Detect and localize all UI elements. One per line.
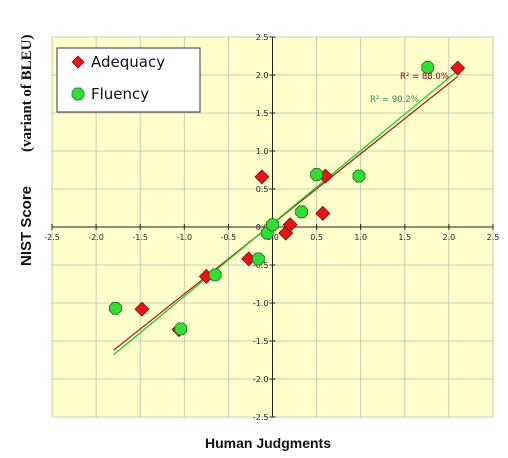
fluency-point [352, 169, 366, 183]
x-tick-label: -2.0 [88, 233, 104, 242]
x-tick-label: 2.0 [443, 233, 456, 242]
tick-labels: -2.5 -2.0 -1.5 -1.0 -0.5 0.0 0.5 1.0 1.5 2.0 2.5 -2… [44, 33, 499, 422]
x-tick-label: 2.5 [487, 233, 500, 242]
adequacy-point [450, 60, 466, 76]
x-tick-label: -0.5 [221, 233, 237, 242]
fluency-point [266, 218, 279, 232]
legend-adequacy-label: Adequacy [91, 53, 165, 71]
x-tick-label: 1.0 [354, 233, 367, 242]
y-axis-title: NIST Score [18, 186, 35, 266]
x-tick-label: 0.5 [310, 233, 323, 242]
adequacy-point [282, 217, 298, 233]
legend-fluency-marker-icon [71, 87, 85, 101]
data-points [109, 60, 466, 338]
y-tick-label: -1.5 [253, 337, 269, 346]
y-tick-label: 2.5 [256, 33, 269, 42]
legend-fluency-label: Fluency [91, 85, 149, 103]
adequacy-r2-label: R² = 88.0% [400, 72, 449, 82]
fluency-point [295, 205, 309, 219]
fluency-trendline [113, 69, 459, 356]
y-tick-label: 1.0 [256, 147, 269, 156]
fluency-r2-label: R² = 90.2% [370, 95, 419, 105]
adequacy-point [134, 301, 150, 317]
y-tick-label: 0.5 [256, 185, 269, 194]
x-tick-label: -2.5 [44, 233, 60, 242]
fluency-point [251, 252, 265, 266]
legend-box [56, 47, 201, 113]
x-axis-title: Human Judgments [205, 435, 331, 451]
fluency-point [174, 322, 188, 336]
y-tick-label: -2.0 [253, 375, 269, 384]
fluency-point [208, 268, 222, 282]
x-tick-label: -1.0 [176, 233, 192, 242]
y-tick-label: 2.0 [256, 71, 269, 80]
r2-labels: R² = 88.0% R² = 90.2% [370, 72, 449, 105]
y-tick-label: -1.0 [253, 299, 269, 308]
y-tick-label: -2.5 [253, 413, 269, 422]
y-axis-subtitle: (variant of BLEU) [19, 35, 35, 153]
fluency-point [421, 61, 435, 74]
trendlines [113, 69, 459, 356]
x-tick-label: -1.5 [132, 233, 148, 242]
y-tick-label: -0.5 [253, 261, 269, 270]
y-tick-label: 0.0 [256, 223, 269, 232]
fluency-point [109, 301, 122, 315]
fluency-point [310, 168, 324, 181]
legend-adequacy-marker-icon [71, 55, 85, 69]
y-tick-label: 1.5 [256, 109, 269, 118]
adequacy-point [315, 205, 331, 221]
adequacy-point [254, 169, 270, 185]
x-tick-label: 0.0 [266, 233, 279, 242]
x-tick-label: 1.5 [398, 233, 411, 242]
legend: Adequacy Fluency [56, 47, 201, 113]
